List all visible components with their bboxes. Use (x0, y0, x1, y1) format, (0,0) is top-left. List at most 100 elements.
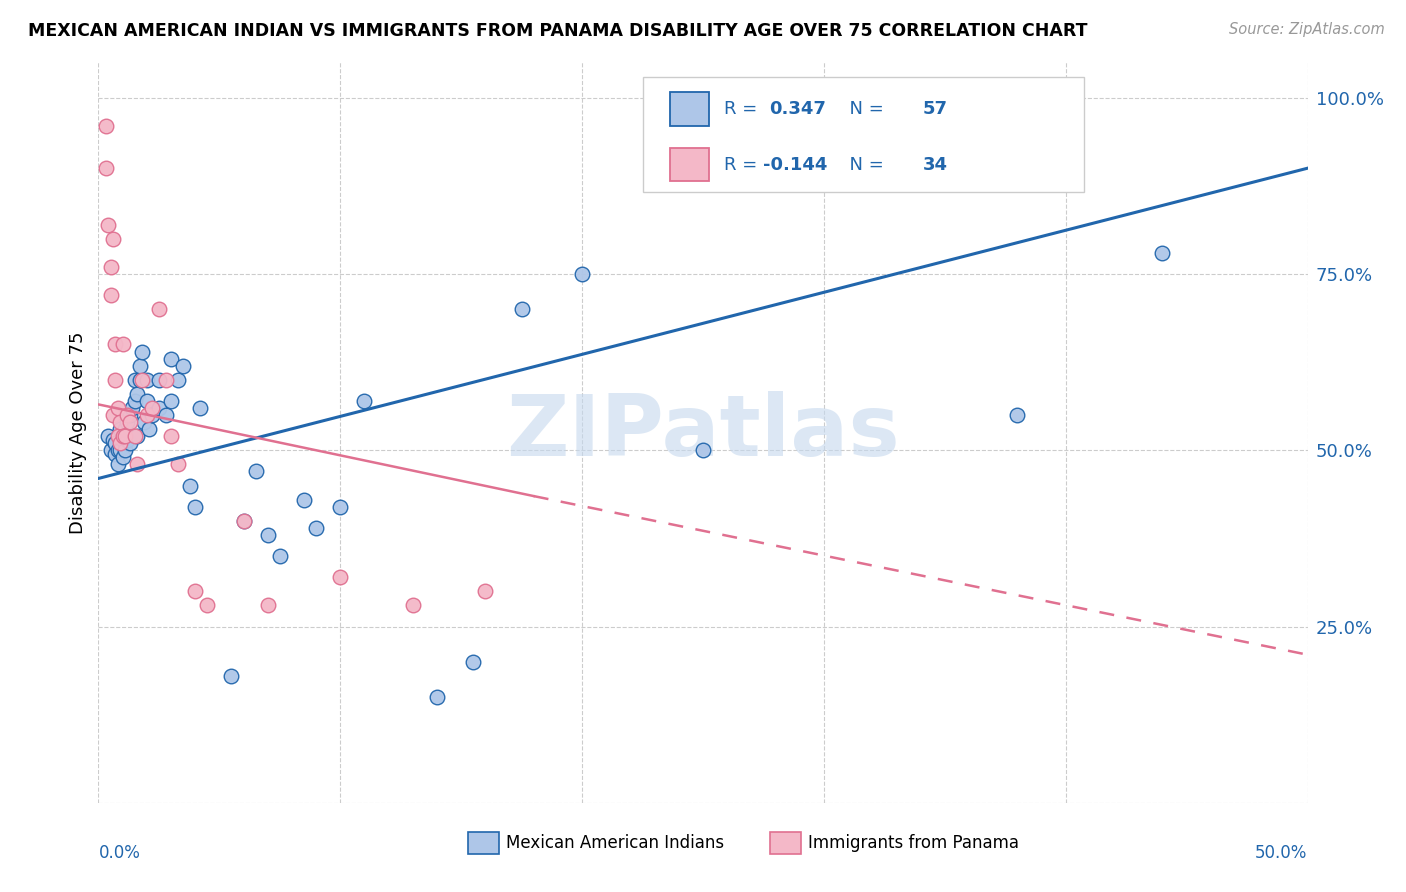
Point (111, 429, 134, 443)
Point (118, 436, 141, 450)
Point (179, 478, 201, 492)
Point (195, 599, 218, 613)
Point (117, 433, 139, 447)
Point (353, 393, 375, 408)
Point (329, 500, 352, 514)
Point (101, 433, 124, 447)
Point (232, 514, 254, 528)
Point (292, 492, 315, 507)
Point (474, 584, 496, 599)
Point (124, 373, 146, 387)
Text: Immigrants from Panama: Immigrants from Panama (808, 834, 1019, 852)
Point (97, 218, 120, 232)
Point (107, 429, 129, 443)
Point (402, 599, 425, 613)
Point (97, 429, 120, 443)
Point (108, 436, 131, 450)
Point (256, 528, 278, 542)
Point (269, 549, 291, 563)
Point (510, 302, 533, 317)
Point (107, 458, 129, 472)
Point (184, 500, 207, 514)
Point (148, 302, 170, 317)
Point (118, 415, 141, 429)
Point (135, 408, 157, 422)
Point (118, 408, 141, 422)
Point (117, 408, 139, 422)
Y-axis label: Disability Age Over 75: Disability Age Over 75 (69, 331, 87, 534)
Point (141, 401, 163, 415)
Text: R =: R = (724, 100, 762, 118)
Point (127, 429, 149, 443)
Point (167, 373, 190, 387)
Text: N =: N = (838, 155, 890, 174)
Text: Source: ZipAtlas.com: Source: ZipAtlas.com (1229, 22, 1385, 37)
Point (128, 359, 150, 373)
Point (114, 443, 136, 458)
Point (124, 429, 146, 443)
Point (94, 119, 117, 133)
Point (148, 401, 170, 415)
Text: 50.0%: 50.0% (1256, 844, 1308, 862)
Point (100, 443, 122, 458)
Point (184, 584, 207, 599)
Point (107, 443, 129, 458)
Point (155, 373, 177, 387)
Point (256, 599, 278, 613)
Point (160, 429, 183, 443)
Point (188, 401, 211, 415)
Point (692, 443, 714, 458)
Point (101, 232, 124, 246)
Point (127, 458, 149, 472)
Point (121, 401, 143, 415)
Point (1007, 408, 1029, 422)
Bar (671, 93, 709, 126)
Point (463, 655, 485, 669)
Point (172, 359, 194, 373)
Point (131, 373, 153, 387)
Point (111, 450, 134, 465)
Point (134, 415, 156, 429)
Point (305, 521, 328, 535)
Point (108, 443, 131, 458)
Point (100, 288, 122, 302)
Point (221, 669, 243, 683)
Point (128, 373, 150, 387)
Point (94, 161, 117, 176)
Point (571, 267, 593, 281)
Text: -0.144: -0.144 (763, 155, 828, 174)
Point (111, 337, 134, 351)
Point (131, 344, 153, 359)
Text: Mexican American Indians: Mexican American Indians (506, 834, 724, 852)
Point (104, 373, 127, 387)
Bar (671, 148, 709, 181)
Point (245, 464, 267, 478)
Point (135, 393, 157, 408)
Point (141, 408, 163, 422)
Point (104, 447, 127, 461)
Point (232, 514, 254, 528)
Point (167, 458, 190, 472)
Text: N =: N = (838, 100, 890, 118)
Point (108, 415, 131, 429)
Point (100, 260, 122, 274)
Text: R =: R = (724, 155, 762, 174)
Point (155, 408, 177, 422)
Point (1152, 245, 1174, 260)
Point (124, 393, 146, 408)
Point (104, 337, 127, 351)
Text: 34: 34 (924, 155, 948, 174)
Point (160, 393, 183, 408)
Point (127, 387, 149, 401)
Point (111, 433, 134, 447)
Point (135, 373, 157, 387)
Text: 0.347: 0.347 (769, 100, 827, 118)
Point (148, 373, 170, 387)
Point (107, 401, 129, 415)
Text: MEXICAN AMERICAN INDIAN VS IMMIGRANTS FROM PANAMA DISABILITY AGE OVER 75 CORRELA: MEXICAN AMERICAN INDIAN VS IMMIGRANTS FR… (28, 22, 1088, 40)
FancyBboxPatch shape (643, 78, 1084, 192)
Point (138, 422, 160, 436)
Point (111, 429, 134, 443)
Point (114, 422, 136, 436)
Point (114, 429, 136, 443)
